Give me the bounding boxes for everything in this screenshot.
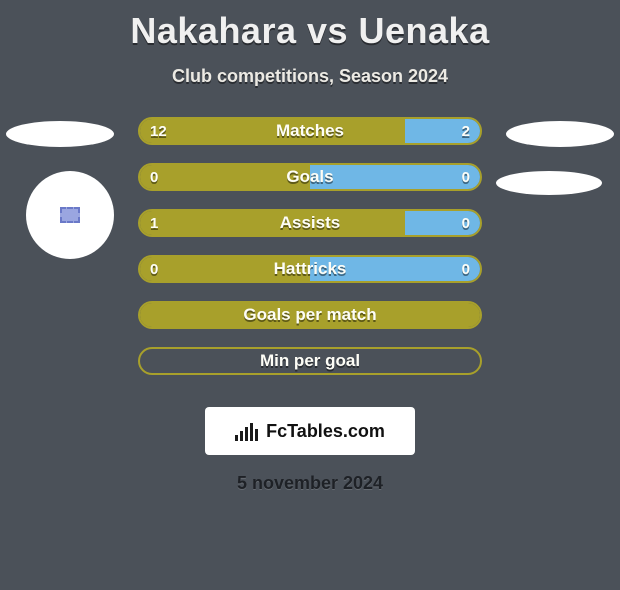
brand-bar	[255, 429, 258, 441]
stat-bar: Assists10	[138, 209, 482, 237]
avatar-placeholder-icon	[60, 207, 80, 223]
stat-bar-segment-left	[140, 211, 405, 235]
brand-bar	[235, 435, 238, 441]
subtitle: Club competitions, Season 2024	[0, 66, 620, 87]
page-title: Nakahara vs Uenaka	[0, 10, 620, 52]
stat-bar: Goals per match	[138, 301, 482, 329]
stat-bar-label: Min per goal	[140, 349, 480, 373]
stat-bar-segment-left	[140, 303, 480, 327]
brand-text: FcTables.com	[266, 421, 385, 442]
stat-bar-segment-left	[140, 165, 310, 189]
stat-bars: Matches122 Goals00 Assists10 Hattricks00 Goa…	[138, 117, 482, 375]
badge-ellipse-right-top	[506, 121, 614, 147]
badge-ellipse-left	[6, 121, 114, 147]
stat-bar: Matches122	[138, 117, 482, 145]
stat-bar-segment-left	[140, 119, 405, 143]
brand-bar	[250, 423, 253, 441]
stat-bar: Goals00	[138, 163, 482, 191]
stat-bar-segment-right	[310, 257, 480, 281]
stat-bar-segment-right	[405, 211, 480, 235]
brand-bar	[240, 431, 243, 441]
branding-badge: FcTables.com	[205, 407, 415, 455]
brand-bars-icon	[235, 421, 258, 441]
avatar	[26, 171, 114, 259]
stat-bar-segment-left	[140, 257, 310, 281]
badge-ellipse-right-mid	[496, 171, 602, 195]
stat-bar-segment-right	[310, 165, 480, 189]
stat-bar: Min per goal	[138, 347, 482, 375]
stat-bar: Hattricks00	[138, 255, 482, 283]
comparison-content: Matches122 Goals00 Assists10 Hattricks00 Goa…	[0, 117, 620, 387]
stat-bar-segment-right	[405, 119, 480, 143]
brand-bar	[245, 427, 248, 441]
footer-date: 5 november 2024	[0, 473, 620, 494]
